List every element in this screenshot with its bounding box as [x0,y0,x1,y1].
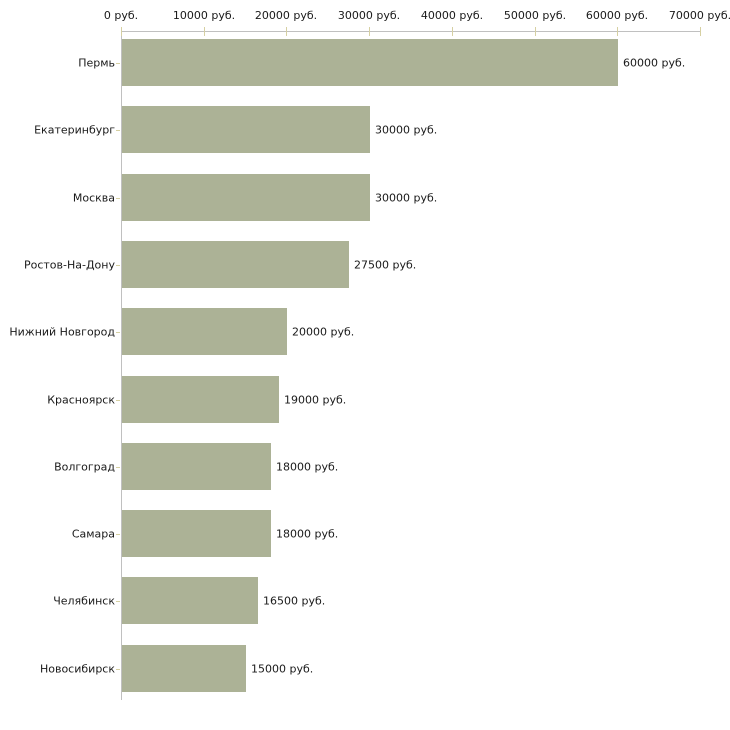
x-axis-tick-label: 30000 руб. [337,9,401,22]
category-tick-mark [116,197,120,199]
category-label: Новосибирск [39,662,115,675]
value-label: 18000 руб. [276,527,339,540]
bar [122,577,258,624]
x-axis-tick-label: 50000 руб. [503,9,567,22]
x-axis-tick-mark [700,27,701,36]
category-label: Ростов-На-Дону [23,258,115,271]
bar-row: Пермь 60000 руб. [0,39,730,86]
category-tick-mark [116,264,120,266]
value-label: 15000 руб. [251,662,314,675]
x-axis-tick-label: 10000 руб. [172,9,236,22]
value-label: 27500 руб. [354,258,417,271]
bar [122,39,618,86]
value-label: 19000 руб. [284,393,347,406]
bar-row: Ростов-На-Дону 27500 руб. [0,241,730,288]
x-axis-tick-mark [121,27,122,36]
category-tick-mark [116,399,120,401]
x-axis-tick-mark [369,27,370,36]
category-tick-mark [116,600,120,602]
bar-row: Челябинск 16500 руб. [0,577,730,624]
category-tick-mark [116,466,120,468]
x-axis-tick-label: 0 руб. [103,9,139,22]
x-axis-tick-label: 60000 руб. [585,9,649,22]
bar-row: Новосибирск 15000 руб. [0,645,730,692]
x-axis-tick-label: 70000 руб. [668,9,730,22]
category-label: Красноярск [47,393,115,406]
bar [122,241,349,288]
bar-row: Самара 18000 руб. [0,510,730,557]
bar [122,443,271,490]
category-label: Пермь [78,56,115,69]
bar-row: Екатеринбург 30000 руб. [0,106,730,153]
category-tick-mark [116,533,120,535]
x-axis-tick-mark [286,27,287,36]
plot-area [121,31,701,700]
category-label: Екатеринбург [34,123,115,136]
bar [122,376,279,423]
category-tick-mark [116,129,120,131]
bar-row: Нижний Новгород 20000 руб. [0,308,730,355]
value-label: 18000 руб. [276,460,339,473]
category-label: Москва [72,191,115,204]
x-axis-tick-label: 20000 руб. [254,9,318,22]
value-label: 30000 руб. [375,191,438,204]
bar-row: Москва 30000 руб. [0,174,730,221]
category-label: Самара [71,527,115,540]
x-axis-tick-mark [617,27,618,36]
bar [122,510,271,557]
category-label: Челябинск [53,594,115,607]
bar [122,106,370,153]
category-label: Волгоград [54,460,115,473]
bar [122,174,370,221]
bar [122,645,246,692]
category-tick-mark [116,62,120,64]
bar [122,308,287,355]
value-label: 16500 руб. [263,594,326,607]
bar-row: Красноярск 19000 руб. [0,376,730,423]
x-axis-tick-mark [204,27,205,36]
x-axis-tick-mark [535,27,536,36]
category-label: Нижний Новгород [9,325,115,338]
value-label: 30000 руб. [375,123,438,136]
x-axis-tick-mark [452,27,453,36]
value-label: 60000 руб. [623,56,686,69]
value-label: 20000 руб. [292,325,355,338]
bar-row: Волгоград 18000 руб. [0,443,730,490]
category-tick-mark [116,331,120,333]
x-axis-tick-label: 40000 руб. [420,9,484,22]
category-tick-mark [116,668,120,670]
